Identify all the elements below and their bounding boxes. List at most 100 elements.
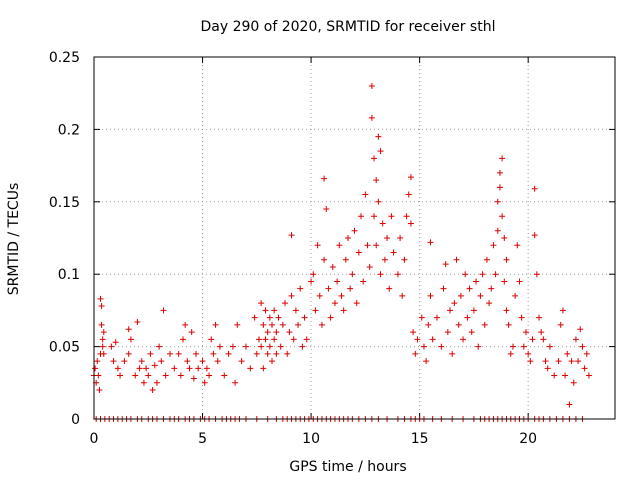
data-point — [262, 307, 269, 314]
data-point — [447, 307, 454, 314]
data-point — [203, 365, 210, 372]
data-point — [253, 350, 260, 357]
data-point — [145, 372, 152, 379]
data-point — [277, 343, 284, 350]
data-point — [438, 343, 445, 350]
data-point — [290, 336, 297, 343]
data-point — [368, 114, 375, 121]
data-point — [271, 307, 278, 314]
data-point — [114, 365, 121, 372]
data-point — [512, 292, 519, 299]
data-point — [238, 358, 245, 365]
data-point — [429, 336, 436, 343]
data-point — [503, 256, 510, 263]
data-point — [110, 358, 117, 365]
x-tick-label: 20 — [519, 431, 537, 447]
data-point — [407, 174, 414, 181]
data-point — [462, 271, 469, 278]
data-point — [264, 329, 271, 336]
data-point — [525, 350, 532, 357]
data-point — [336, 242, 343, 249]
data-point — [262, 336, 269, 343]
data-point — [310, 271, 317, 278]
data-point — [138, 358, 145, 365]
data-point — [501, 278, 508, 285]
data-point — [518, 314, 525, 321]
y-tick-label: 0.05 — [49, 340, 80, 356]
data-point — [355, 249, 362, 256]
data-point — [282, 300, 289, 307]
data-point — [457, 292, 464, 299]
data-point — [490, 242, 497, 249]
data-point — [529, 336, 536, 343]
data-point — [349, 271, 356, 278]
data-point — [579, 343, 586, 350]
data-point — [171, 365, 178, 372]
data-point — [143, 365, 150, 372]
data-point — [112, 339, 119, 346]
data-point — [149, 387, 156, 394]
data-point — [269, 321, 276, 328]
data-point — [505, 321, 512, 328]
data-point — [225, 350, 232, 357]
data-point — [321, 256, 328, 263]
data-point — [481, 321, 488, 328]
data-point — [499, 213, 506, 220]
data-point — [266, 314, 273, 321]
data-point — [403, 213, 410, 220]
data-point — [379, 220, 386, 227]
data-point — [533, 271, 540, 278]
data-point — [232, 379, 239, 386]
data-point — [496, 169, 503, 176]
data-point — [186, 365, 193, 372]
data-point — [407, 220, 414, 227]
y-axis-label: SRMTID / TECUs — [6, 183, 22, 296]
data-point — [501, 235, 508, 241]
data-point — [321, 175, 328, 182]
data-point — [301, 314, 308, 321]
data-point — [314, 242, 321, 249]
data-point — [427, 292, 434, 299]
data-point — [273, 350, 280, 357]
data-point — [158, 358, 165, 365]
data-point — [308, 278, 315, 285]
data-point — [364, 242, 371, 249]
data-point — [531, 185, 538, 192]
data-point — [577, 326, 584, 333]
data-point — [516, 278, 523, 285]
data-point — [449, 350, 456, 357]
data-point — [360, 278, 367, 285]
data-point — [486, 300, 493, 307]
data-point — [166, 350, 173, 357]
data-point — [258, 343, 265, 350]
data-point — [358, 213, 365, 220]
data-point — [299, 343, 306, 350]
data-point — [125, 350, 132, 357]
data-point — [273, 329, 280, 336]
data-point — [323, 206, 330, 213]
data-point — [255, 336, 262, 343]
data-point — [269, 358, 276, 365]
data-point — [260, 321, 267, 328]
data-point — [371, 213, 378, 220]
data-point — [475, 343, 482, 350]
data-point — [499, 155, 506, 162]
data-point — [153, 379, 160, 386]
data-point — [453, 256, 460, 263]
data-point — [99, 336, 106, 343]
y-tick-label: 0.15 — [49, 195, 80, 211]
data-point — [384, 235, 391, 241]
data-point — [288, 292, 295, 299]
data-point — [136, 365, 143, 372]
data-point — [279, 321, 286, 328]
data-point — [121, 358, 128, 365]
data-point — [544, 365, 551, 372]
data-point — [140, 379, 147, 386]
data-point — [182, 321, 189, 328]
data-point — [412, 350, 419, 357]
x-tick-label: 10 — [302, 431, 320, 447]
data-point — [488, 285, 495, 292]
data-point — [546, 343, 553, 350]
